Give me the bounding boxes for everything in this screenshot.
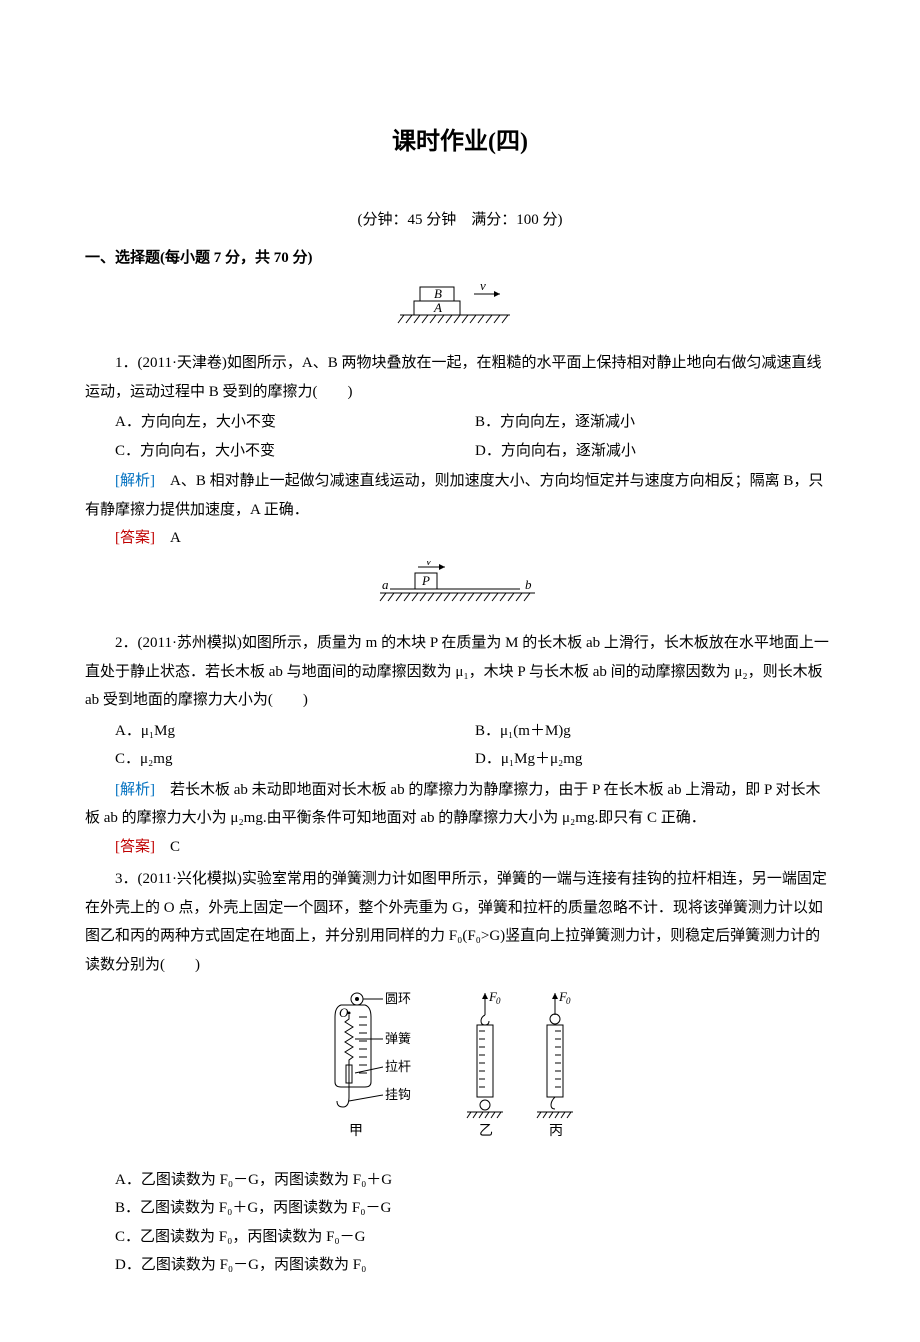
label-bing: 丙 [549,1124,563,1139]
svg-text:A: A [433,300,442,315]
q2-option-b: B．μ₁(m＋M)g [475,717,835,746]
q2-text: 2．(2011·苏州模拟)如图所示，质量为 m 的木块 P 在质量为 M 的长木… [85,629,835,715]
q1-answer-value: A [170,530,181,546]
q1-option-c: C．方向向右，大小不变 [115,437,475,466]
q1-analysis-text: A、B 相对静止一起做匀减速直线运动，则加速度大小、方向均恒定并与速度方向相反；… [85,473,823,518]
q2-answer-value: C [170,839,180,855]
q3-option-c: C．乙图读数为 F₀，丙图读数为 F₀－G [115,1223,835,1252]
svg-text:v: v [426,561,432,568]
q2-option-c: C．μ₂mg [115,745,475,774]
q3-option-d: D．乙图读数为 F₀－G，丙图读数为 F₀ [115,1251,835,1280]
q2-option-a: A．μ₁Mg [115,717,475,746]
svg-text:b: b [525,577,532,592]
svg-text:B: B [434,286,442,301]
q2-analysis-text: 若长木板 ab 未动即地面对长木板 ab 的摩擦力为静摩擦力，由于 P 在长木板… [85,782,821,827]
svg-text:0: 0 [496,996,501,1006]
section-heading: 一、选择题(每小题 7 分，共 70 分) [85,244,835,273]
label-hook: 挂钩 [385,1087,411,1102]
q1-answer: [答案] A [85,524,835,553]
label-jia: 甲 [349,1124,363,1139]
analysis-label: [解析] [85,782,170,798]
analysis-label: [解析] [85,473,170,489]
page-title: 课时作业(四) [85,120,835,166]
exam-info: (分钟：45 分钟 满分：100 分) [85,206,835,235]
svg-text:P: P [421,573,430,588]
label-ring: 圆环 [385,991,411,1006]
q2-analysis: [解析] 若长木板 ab 未动即地面对长木板 ab 的摩擦力为静摩擦力，由于 P… [85,776,835,833]
label-yi: 乙 [479,1123,493,1139]
q3-figure: O 圆环 弹簧 拉杆 挂钩 甲 [85,987,835,1158]
q3-option-b: B．乙图读数为 F₀＋G，丙图读数为 F₀－G [115,1194,835,1223]
q2-option-d: D．μ₁Mg＋μ₂mg [475,745,835,774]
q2-figure: a b P v [85,561,835,622]
q1-figure: B A v [85,281,835,342]
svg-text:a: a [382,577,389,592]
answer-label: [答案] [85,530,170,546]
svg-text:v: v [480,281,486,293]
q1-option-b: B．方向向左，逐渐减小 [475,408,835,437]
q1-analysis: [解析] A、B 相对静止一起做匀减速直线运动，则加速度大小、方向均恒定并与速度… [85,467,835,524]
label-spring: 弹簧 [385,1031,411,1046]
q3-text: 3．(2011·兴化模拟)实验室常用的弹簧测力计如图甲所示，弹簧的一端与连接有挂… [85,865,835,979]
q1-option-d: D．方向向右，逐渐减小 [475,437,835,466]
q2-answer: [答案] C [85,833,835,862]
answer-label: [答案] [85,839,170,855]
q3-option-a: A．乙图读数为 F₀－G，丙图读数为 F₀＋G [115,1166,835,1195]
q1-option-a: A．方向向左，大小不变 [115,408,475,437]
label-rod: 拉杆 [385,1059,411,1074]
q1-text: 1．(2011·天津卷)如图所示，A、B 两物块叠放在一起，在粗糙的水平面上保持… [85,349,835,406]
svg-text:0: 0 [566,996,571,1006]
svg-text:O: O [339,1005,349,1020]
